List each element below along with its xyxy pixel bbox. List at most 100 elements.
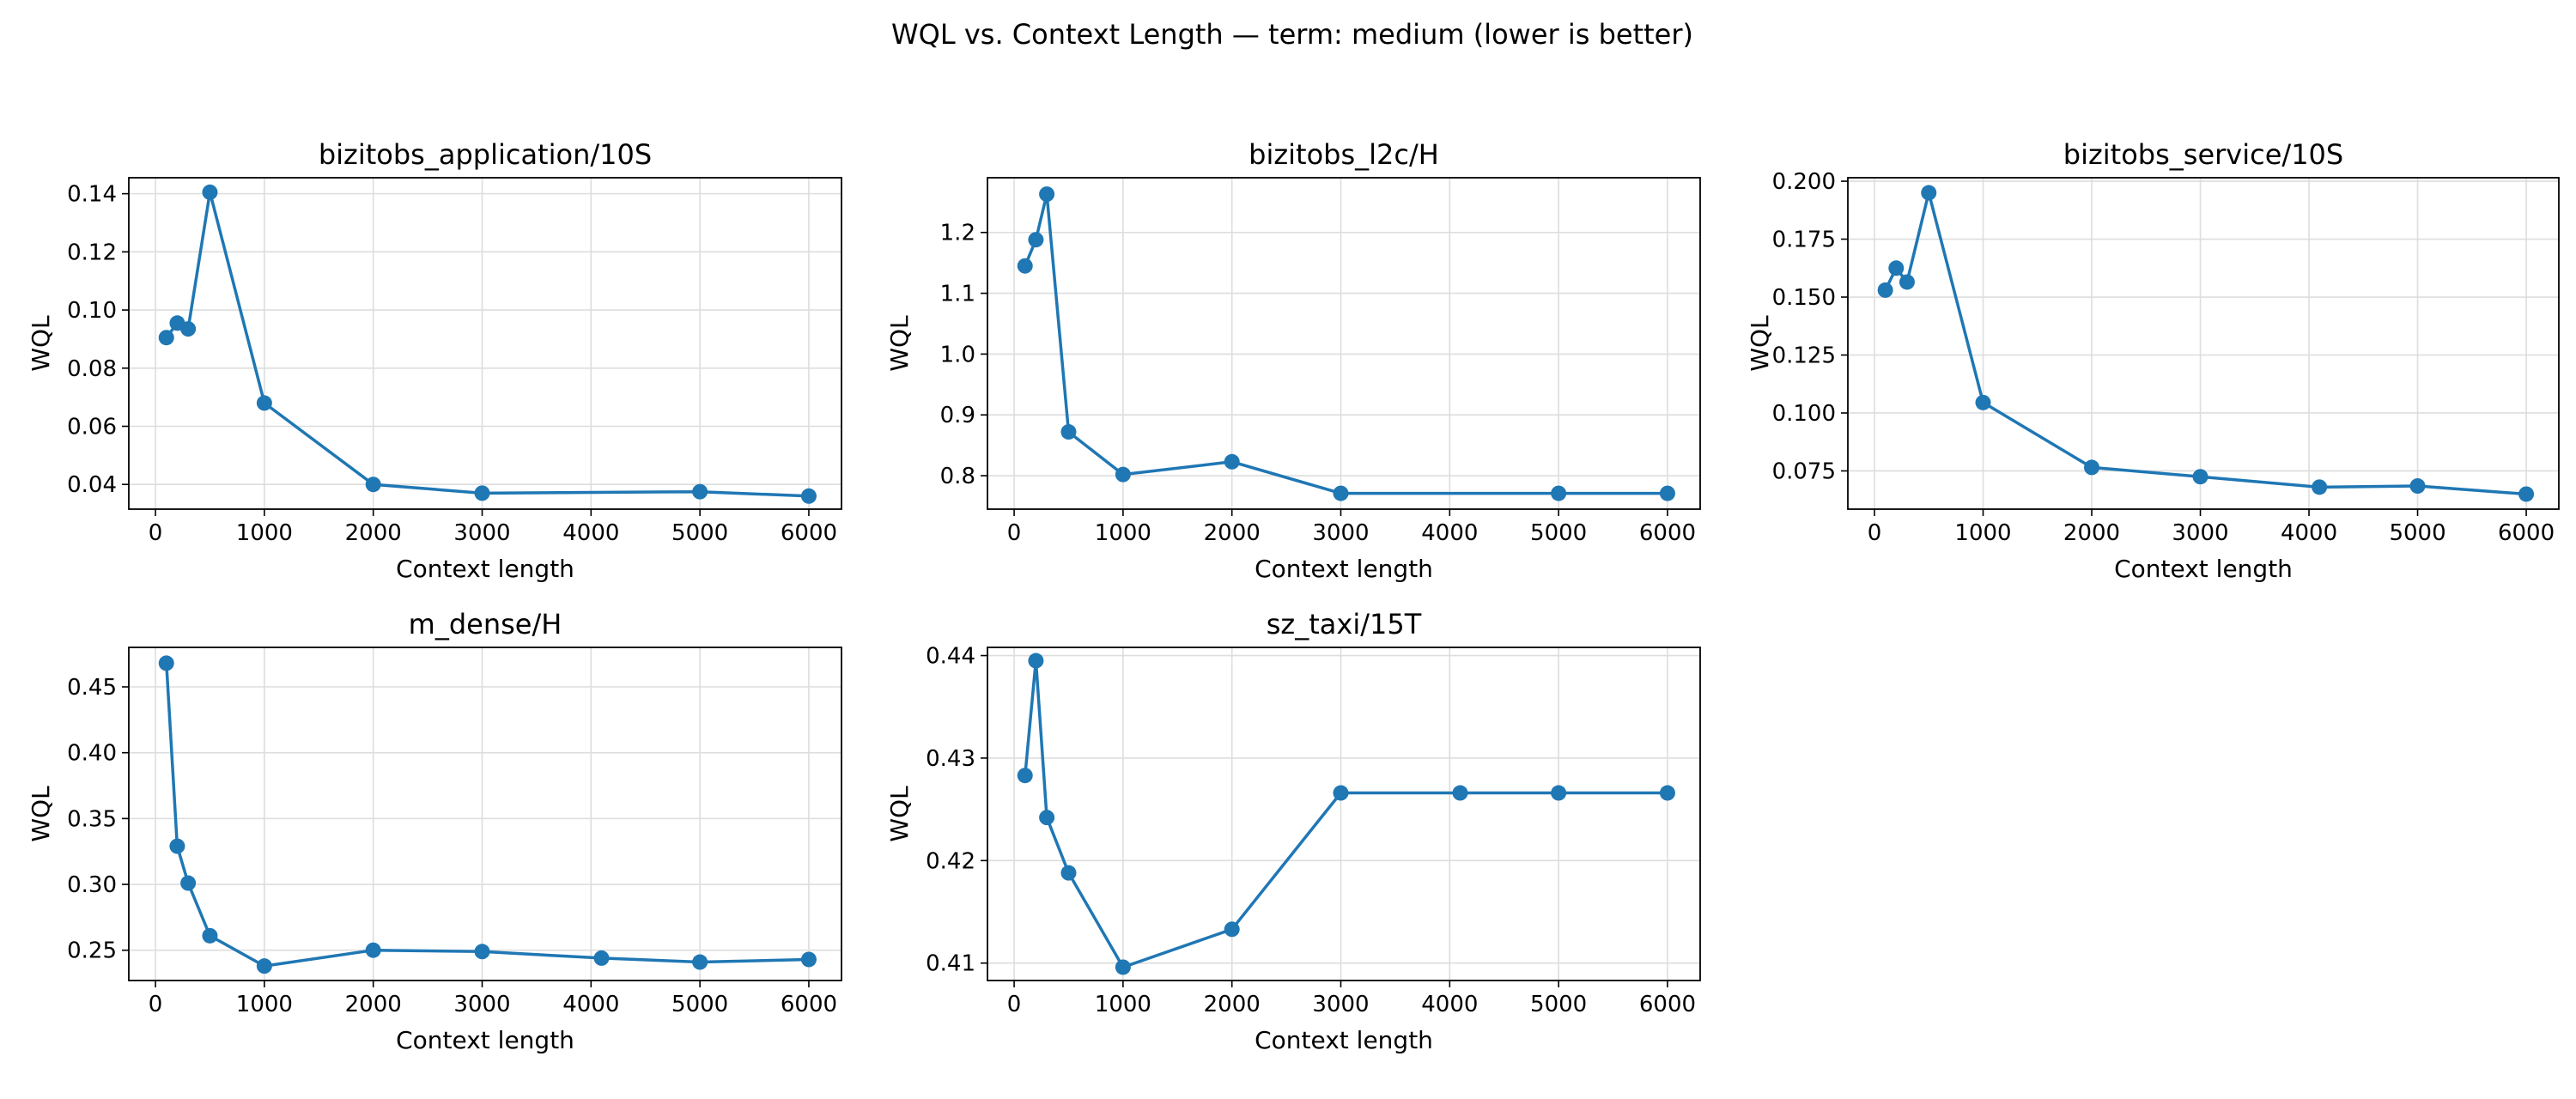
- data-point: [2409, 478, 2426, 495]
- y-tick-label: 0.14: [67, 182, 117, 208]
- data-point: [1659, 785, 1675, 801]
- x-tick-label: 1000: [236, 992, 293, 1017]
- data-point: [1333, 785, 1349, 801]
- data-point: [2084, 459, 2100, 476]
- chart-title: bizitobs_service/10S: [2063, 138, 2343, 171]
- y-axis-label: WQL: [1746, 315, 1774, 372]
- x-tick-label: 4000: [2281, 520, 2337, 546]
- data-point: [1975, 394, 1991, 410]
- data-point: [365, 942, 381, 958]
- y-tick-label: 0.04: [67, 472, 117, 498]
- x-tick-label: 0: [1868, 520, 1882, 546]
- data-point: [158, 655, 174, 671]
- y-tick-label: 0.8: [940, 464, 975, 489]
- y-axis-label: WQL: [885, 786, 914, 842]
- data-point: [1224, 921, 1240, 938]
- data-point: [474, 485, 490, 501]
- y-tick-label: 1.2: [940, 221, 975, 246]
- data-point: [158, 330, 174, 346]
- y-axis-label: WQL: [27, 786, 55, 842]
- axes-frame: [1847, 177, 2560, 510]
- data-point: [692, 954, 708, 970]
- x-tick-label: 6000: [781, 520, 837, 546]
- x-tick-label: 5000: [1530, 992, 1587, 1017]
- x-tick-label: 4000: [562, 520, 619, 546]
- x-tick-label: 2000: [1204, 520, 1261, 546]
- y-tick-label: 0.100: [1772, 401, 1836, 427]
- x-tick-label: 4000: [1421, 992, 1478, 1017]
- chart-title: bizitobs_l2c/H: [1249, 138, 1439, 171]
- y-tick-label: 0.08: [67, 356, 117, 382]
- x-tick-label: 5000: [1530, 520, 1587, 546]
- data-point: [365, 477, 381, 493]
- data-point: [1115, 466, 1131, 483]
- y-tick-label: 0.40: [67, 741, 117, 767]
- y-tick-label: 1.0: [940, 342, 975, 367]
- data-point: [1017, 258, 1033, 274]
- data-point: [1028, 232, 1044, 248]
- x-tick-label: 3000: [453, 992, 510, 1017]
- data-point: [1659, 485, 1675, 501]
- chart-panel: 0 1000 2000 3000 4000 5000 6000 0.41 0.42 0.43 0.4…: [885, 608, 1701, 1054]
- data-point: [1224, 453, 1240, 470]
- data-point: [474, 944, 490, 960]
- figure-title: WQL vs. Context Length — term: medium (l…: [891, 18, 1693, 51]
- data-point: [256, 395, 272, 411]
- x-tick-label: 5000: [671, 520, 728, 546]
- data-point: [692, 483, 708, 500]
- x-axis-label: Context length: [396, 555, 574, 583]
- y-tick-label: 0.175: [1772, 228, 1836, 253]
- data-point: [1039, 186, 1055, 203]
- y-tick-label: 0.44: [926, 644, 975, 670]
- data-point: [1060, 865, 1077, 881]
- data-point: [1551, 785, 1567, 801]
- series-line: [165, 191, 810, 498]
- y-tick-label: 0.12: [67, 240, 117, 265]
- x-tick-label: 5000: [671, 992, 728, 1017]
- y-tick-label: 0.25: [67, 938, 117, 964]
- x-tick-label: 6000: [2498, 520, 2555, 546]
- x-tick-label: 4000: [562, 992, 619, 1017]
- data-point: [593, 950, 610, 966]
- x-tick-label: 0: [1007, 520, 1022, 546]
- data-point: [1039, 810, 1055, 826]
- y-tick-label: 0.06: [67, 415, 117, 440]
- x-tick-label: 1000: [1095, 520, 1151, 546]
- x-tick-label: 3000: [2172, 520, 2228, 546]
- data-point: [1551, 485, 1567, 501]
- x-tick-label: 4000: [1421, 520, 1478, 546]
- chart-panel: 0 1000 2000 3000 4000 5000 6000 0.8 0.9 1.0 1.1 1.2…: [885, 138, 1701, 583]
- data-point: [1017, 768, 1033, 784]
- data-point: [800, 488, 817, 504]
- data-point: [1452, 785, 1468, 801]
- x-tick-label: 6000: [1639, 520, 1696, 546]
- data-point: [2192, 469, 2208, 485]
- y-tick-label: 0.150: [1772, 285, 1836, 311]
- data-point: [2312, 479, 2328, 495]
- x-axis-label: Context length: [1255, 555, 1433, 583]
- chart-panel: 0 1000 2000 3000 4000 5000 6000 0.25 0.30 0.35 0.4…: [27, 608, 842, 1054]
- y-axis-label: WQL: [885, 315, 914, 372]
- data-point: [180, 321, 197, 337]
- x-tick-label: 2000: [345, 520, 402, 546]
- y-tick-label: 0.10: [67, 298, 117, 324]
- data-point: [256, 958, 272, 975]
- x-tick-label: 3000: [1312, 520, 1369, 546]
- series-line: [1884, 191, 2527, 496]
- x-tick-label: 5000: [2389, 520, 2445, 546]
- data-point: [2518, 486, 2535, 502]
- y-tick-label: 0.42: [926, 848, 975, 874]
- data-point: [202, 927, 218, 944]
- x-tick-label: 6000: [781, 992, 837, 1017]
- x-tick-label: 0: [149, 992, 163, 1017]
- data-point: [1060, 424, 1077, 440]
- data-point: [1333, 485, 1349, 501]
- y-tick-label: 0.200: [1772, 169, 1836, 195]
- x-tick-label: 2000: [345, 992, 402, 1017]
- data-point: [1921, 185, 1937, 201]
- chart-title: sz_taxi/15T: [1267, 608, 1422, 641]
- x-tick-label: 2000: [2063, 520, 2120, 546]
- axes-frame: [987, 647, 1701, 981]
- data-point: [202, 184, 218, 200]
